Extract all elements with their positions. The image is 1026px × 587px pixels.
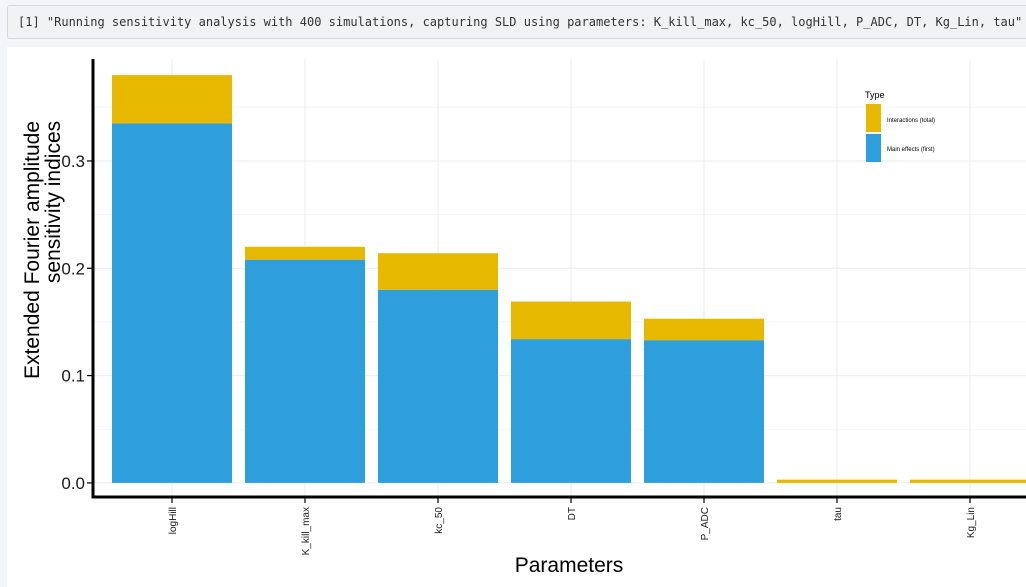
x-tick-label-logHill: logHill	[168, 507, 179, 534]
bar-interactions-DT	[511, 301, 631, 340]
bar-interactions-P_ADC	[644, 318, 764, 341]
legend-label-interactions: Interactions (total)	[887, 118, 935, 124]
x-tick-label-P_ADC: P_ADC	[700, 507, 711, 540]
bar-main-effects-logHill	[112, 123, 232, 483]
legend-label-main-effects: Main effects (first)	[887, 147, 935, 153]
bar-main-effects-DT	[511, 339, 631, 483]
y-tick-labels: 0.0 0.1 0.2 0.3	[61, 152, 93, 493]
x-tick-labels: logHill K_kill_max kc_50 DT P_ADC tau Kg_Lin	[168, 497, 977, 555]
x-tick-label-tau: tau	[833, 507, 844, 521]
legend-swatch-interactions	[866, 104, 881, 132]
bar-main-effects-kc_50	[378, 289, 498, 483]
bar-interactions-logHill	[112, 75, 232, 124]
y-tick-label: 0.3	[61, 152, 85, 171]
x-tick-label-K_kill_max: K_kill_max	[301, 507, 312, 555]
x-tick-label-DT: DT	[567, 507, 578, 520]
bar-interactions-Kg_Lin	[910, 479, 1026, 483]
axes	[91, 59, 1026, 499]
y-axis-title-line-2: sensitivity indices	[42, 121, 65, 283]
sensitivity-bar-chart: 0.0 0.1 0.2 0.3 logHill K_kill_max kc_50 DT P_A…	[21, 59, 1026, 577]
y-axis-title-line-1: Extended Fourier amplitude	[21, 121, 44, 379]
legend-title: Type	[865, 90, 885, 100]
bars	[112, 75, 1026, 483]
bar-main-effects-K_kill_max	[245, 259, 365, 483]
y-tick-label: 0.2	[61, 259, 85, 278]
x-axis-title: Parameters	[515, 554, 624, 577]
bar-interactions-tau	[777, 479, 897, 483]
y-tick-label: 0.1	[61, 367, 85, 386]
bar-interactions-kc_50	[378, 253, 498, 290]
bar-main-effects-P_ADC	[644, 340, 764, 483]
bar-interactions-K_kill_max	[245, 246, 365, 260]
x-tick-label-kc_50: kc_50	[434, 507, 445, 534]
x-tick-label-Kg_Lin: Kg_Lin	[966, 507, 977, 538]
legend: Type Interactions (total) Main effects (…	[865, 90, 935, 162]
console-output-line: [1] "Running sensitivity analysis with 4…	[7, 5, 1026, 39]
legend-swatch-main-effects	[866, 134, 881, 162]
plot-panel: 0.0 0.1 0.2 0.3 logHill K_kill_max kc_50 DT P_A…	[7, 47, 1026, 587]
y-tick-label: 0.0	[61, 474, 85, 493]
